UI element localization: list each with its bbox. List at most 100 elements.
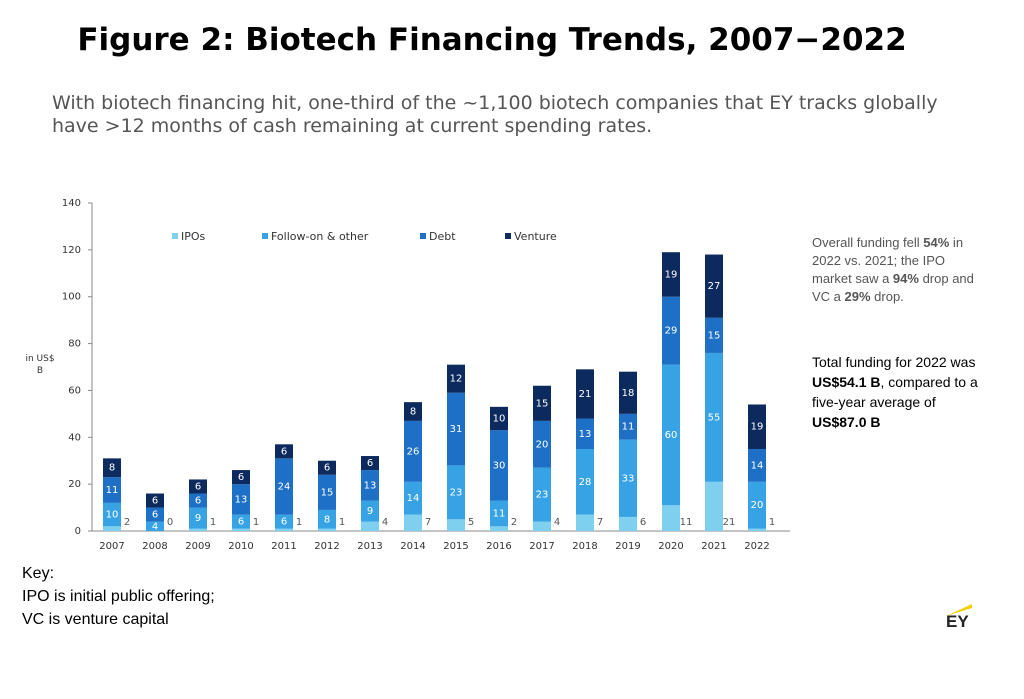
key-line: IPO is initial public offering; (22, 588, 215, 605)
bar-segment (318, 460, 336, 475)
data-label: 2 (511, 517, 517, 528)
bar-segment (404, 514, 422, 531)
data-label: 20 (536, 439, 549, 450)
bar-segment (662, 505, 680, 531)
data-label: 15 (321, 487, 334, 498)
x-tick-label: 2021 (701, 541, 726, 552)
annotation-text: 54% (923, 235, 950, 250)
y-axis-label: in US$ B (25, 354, 55, 376)
bar-segment (705, 317, 723, 353)
x-tick-label: 2013 (357, 541, 382, 552)
bar-segment (361, 456, 379, 471)
y-tick-label: 60 (68, 385, 81, 396)
subtitle: With biotech financing hit, one-third of… (52, 92, 938, 137)
annotation-text: 29% (844, 289, 871, 304)
bar-segment (275, 514, 293, 529)
legend-label: Debt (429, 230, 456, 243)
legend-swatch (505, 233, 511, 239)
legend-label: Venture (514, 230, 557, 243)
data-label: 6 (281, 446, 287, 457)
bar-segment (318, 509, 336, 529)
data-label: 27 (708, 281, 721, 292)
bar-segment (576, 369, 594, 419)
annotation-text: drop. (870, 289, 904, 304)
y-tick-label: 0 (75, 526, 81, 537)
data-label: 13 (364, 480, 377, 491)
x-tick-label: 2014 (400, 541, 425, 552)
bar-segment (748, 404, 766, 449)
bar-segment (103, 458, 121, 478)
bar-segment (619, 371, 637, 414)
data-label: 55 (708, 412, 721, 423)
data-label: 4 (382, 517, 388, 528)
bar-segment (490, 406, 508, 431)
data-label: 10 (493, 414, 506, 425)
bar-segment (103, 526, 121, 531)
data-label: 9 (195, 513, 201, 524)
bar-segment (361, 470, 379, 501)
data-label: 6 (152, 510, 158, 521)
bar-segment (490, 500, 508, 527)
key: Key: IPO is initial public offering; VC is… (22, 562, 215, 631)
data-label: 1 (339, 517, 345, 528)
data-label: 6 (238, 517, 244, 528)
bar-segment (146, 507, 164, 522)
bar-segment (275, 528, 293, 531)
x-tick-label: 2020 (658, 541, 683, 552)
data-label: 12 (450, 374, 463, 385)
bar-segment (576, 449, 594, 515)
chart-title: Figure 2: Biotech Financing Trends, 2007… (77, 22, 907, 58)
legend-label: Follow-on & other (271, 230, 369, 243)
data-label: 30 (493, 460, 506, 471)
annotation-text: in 2022 vs. 2021; the IPO market saw a (812, 235, 964, 286)
bar-segment (146, 493, 164, 508)
x-tick-label: 2007 (99, 541, 124, 552)
logo-accent (946, 604, 972, 616)
data-label: 11 (622, 422, 635, 433)
bar-segment (232, 528, 250, 531)
y-tick-label: 140 (62, 198, 81, 209)
annotation-text: Total funding for 2022 was (812, 354, 976, 370)
y-tick-label: 80 (68, 339, 81, 350)
legend-swatch (172, 233, 178, 239)
annotation-text: US$54.1 B (812, 374, 881, 390)
annotation: Total funding for 2022 was US$54.1 B, co… (812, 352, 992, 432)
legend-label: IPOs (181, 230, 206, 243)
data-label: 6 (152, 496, 158, 507)
bar-segment (533, 521, 551, 531)
y-tick-label: 120 (62, 245, 81, 256)
x-tick-label: 2009 (185, 541, 210, 552)
bar-segment (619, 413, 637, 440)
bar-segment (490, 526, 508, 531)
bar-segment (232, 470, 250, 485)
y-tick-label: 20 (68, 479, 81, 490)
x-tick-label: 2016 (486, 541, 511, 552)
data-label: 7 (425, 517, 431, 528)
data-label: 11 (493, 508, 506, 519)
bar-segment (705, 254, 723, 318)
annotation-text: 94% (892, 271, 919, 286)
data-label: 29 (665, 326, 678, 337)
bar-segment (447, 392, 465, 466)
x-tick-label: 2015 (443, 541, 468, 552)
bar-segment (533, 385, 551, 421)
bar-segment (576, 418, 594, 449)
data-label: 1 (769, 517, 775, 528)
data-label: 6 (238, 472, 244, 483)
bar-segment (146, 521, 164, 531)
bar-segment (232, 484, 250, 515)
legend-swatch (262, 233, 268, 239)
data-label: 31 (450, 424, 463, 435)
data-label: 0 (167, 517, 173, 528)
data-label: 19 (665, 269, 678, 280)
data-label: 28 (579, 477, 592, 488)
data-label: 60 (665, 430, 678, 441)
bar-segment (490, 430, 508, 501)
bar-segment (619, 516, 637, 531)
data-label: 33 (622, 473, 635, 484)
bar-segment (361, 521, 379, 531)
x-tick-label: 2012 (314, 541, 339, 552)
data-label: 18 (622, 388, 635, 399)
data-label: 8 (109, 463, 115, 474)
